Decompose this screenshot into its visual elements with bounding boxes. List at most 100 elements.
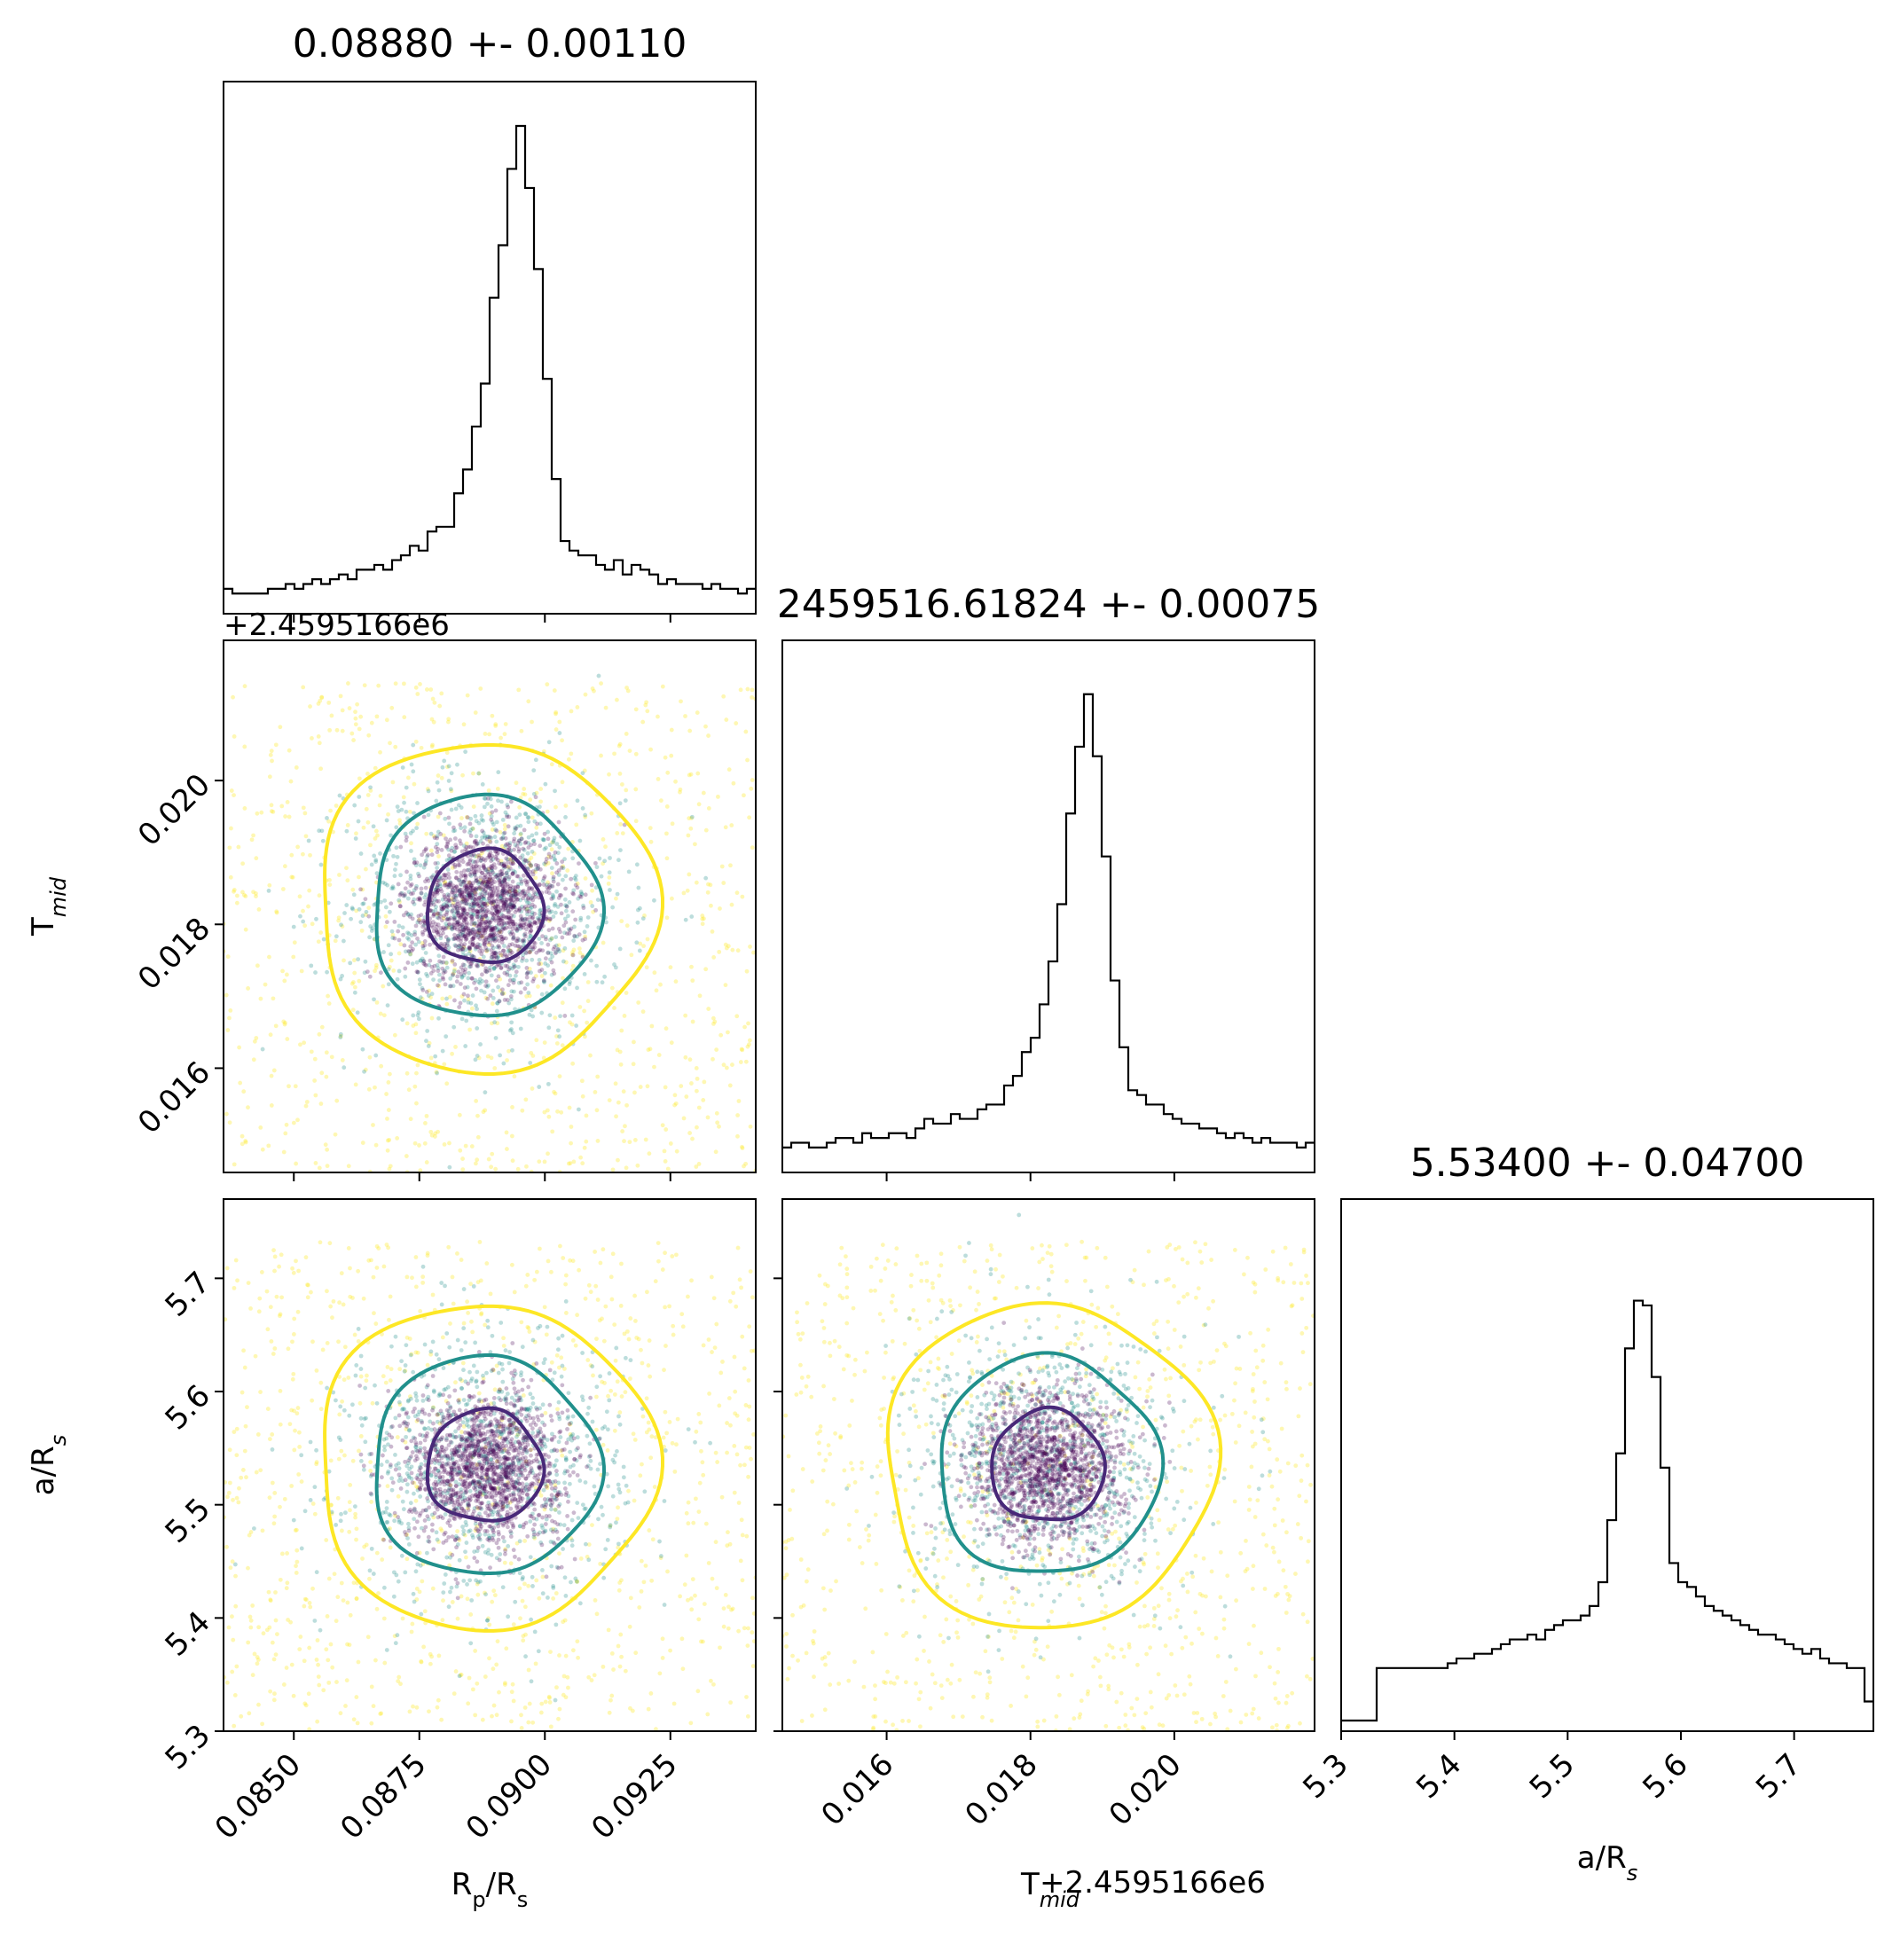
sample-point bbox=[477, 903, 483, 908]
sample-point bbox=[433, 1054, 438, 1059]
sample-point bbox=[364, 1378, 369, 1384]
sample-point bbox=[750, 1348, 754, 1353]
sample-point bbox=[505, 889, 510, 894]
sample-point bbox=[415, 1350, 420, 1355]
sample-point bbox=[327, 1241, 333, 1246]
sample-point bbox=[469, 913, 475, 919]
sample-point bbox=[474, 945, 479, 950]
sample-point bbox=[730, 947, 735, 953]
sample-point bbox=[483, 883, 488, 889]
sample-point bbox=[561, 1692, 566, 1697]
sample-point bbox=[574, 822, 579, 827]
sample-point bbox=[467, 1398, 472, 1403]
sample-point bbox=[532, 941, 538, 945]
sample-point bbox=[489, 894, 494, 898]
sample-point bbox=[511, 962, 516, 968]
sample-point bbox=[500, 888, 506, 893]
sample-point bbox=[459, 1594, 464, 1599]
sample-point bbox=[485, 884, 491, 890]
sample-point bbox=[506, 906, 511, 911]
sample-point bbox=[589, 882, 594, 888]
sample-point bbox=[563, 874, 569, 879]
sample-point bbox=[551, 1540, 556, 1545]
sample-point bbox=[522, 932, 527, 937]
sample-point bbox=[531, 1534, 537, 1540]
sample-point bbox=[420, 918, 426, 923]
sample-point bbox=[391, 853, 396, 858]
sample-point bbox=[454, 889, 459, 893]
sample-point bbox=[420, 945, 426, 951]
sample-point bbox=[407, 1337, 412, 1341]
sample-point bbox=[494, 874, 499, 879]
sample-point bbox=[239, 1133, 245, 1139]
sample-point bbox=[325, 1289, 329, 1294]
sample-point bbox=[430, 909, 436, 913]
sample-point bbox=[470, 1329, 475, 1335]
sample-point bbox=[501, 863, 506, 868]
sample-point bbox=[441, 1366, 446, 1370]
sample-point bbox=[705, 1115, 711, 1120]
sample-point bbox=[350, 1007, 356, 1013]
sample-point bbox=[398, 873, 403, 878]
sample-point bbox=[562, 1618, 568, 1623]
sample-point bbox=[499, 1450, 505, 1454]
sample-point bbox=[508, 907, 514, 912]
sample-point bbox=[459, 1378, 465, 1384]
sample-point bbox=[287, 814, 292, 819]
sample-point bbox=[532, 842, 537, 847]
sample-point bbox=[657, 1671, 663, 1676]
sample-point bbox=[467, 1470, 472, 1475]
sample-point bbox=[436, 1393, 442, 1399]
sample-point bbox=[505, 890, 509, 896]
sample-point bbox=[415, 897, 420, 902]
sample-point bbox=[267, 1437, 272, 1442]
sample-point bbox=[500, 872, 506, 877]
sample-point bbox=[353, 1515, 357, 1520]
sample-point bbox=[431, 929, 436, 934]
sample-point bbox=[539, 1701, 545, 1706]
sample-point bbox=[665, 1569, 670, 1574]
sample-point bbox=[632, 1438, 638, 1442]
sample-point bbox=[467, 880, 472, 885]
sample-point bbox=[343, 1510, 348, 1516]
sample-point bbox=[699, 1448, 703, 1454]
sample-point bbox=[442, 1581, 447, 1586]
sample-point bbox=[351, 1717, 357, 1722]
sample-point bbox=[409, 1629, 414, 1635]
sample-point bbox=[396, 1579, 401, 1584]
sample-point bbox=[530, 1431, 535, 1435]
sample-point bbox=[601, 940, 606, 945]
sample-point bbox=[672, 1093, 678, 1098]
sample-point bbox=[455, 1446, 459, 1451]
sample-point bbox=[394, 1572, 399, 1578]
sample-point bbox=[434, 905, 438, 909]
sample-point bbox=[459, 1672, 464, 1677]
sample-point bbox=[489, 926, 494, 931]
sample-point bbox=[633, 787, 639, 792]
sample-point bbox=[448, 984, 453, 989]
sample-point bbox=[409, 849, 413, 853]
sample-point bbox=[255, 811, 260, 816]
sample-point bbox=[447, 1141, 451, 1146]
sample-point bbox=[522, 1486, 528, 1491]
sample-point bbox=[533, 891, 538, 897]
sample-point bbox=[449, 1413, 454, 1418]
sample-point bbox=[463, 1549, 467, 1555]
sample-point bbox=[325, 1614, 330, 1619]
sample-point bbox=[515, 1409, 521, 1415]
sample-point bbox=[459, 1487, 464, 1492]
sample-point bbox=[573, 917, 578, 922]
sample-point bbox=[450, 924, 455, 929]
sample-point bbox=[529, 929, 534, 933]
sample-point bbox=[463, 947, 468, 953]
sample-point bbox=[432, 894, 437, 898]
sample-point bbox=[476, 921, 482, 927]
sample-point bbox=[486, 936, 491, 941]
sample-point bbox=[234, 1664, 239, 1669]
sample-point bbox=[475, 1506, 480, 1511]
sample-point bbox=[537, 948, 542, 953]
sample-point bbox=[258, 996, 263, 1001]
sample-point bbox=[461, 1287, 467, 1291]
sample-point bbox=[361, 825, 366, 830]
sample-point bbox=[308, 852, 312, 858]
